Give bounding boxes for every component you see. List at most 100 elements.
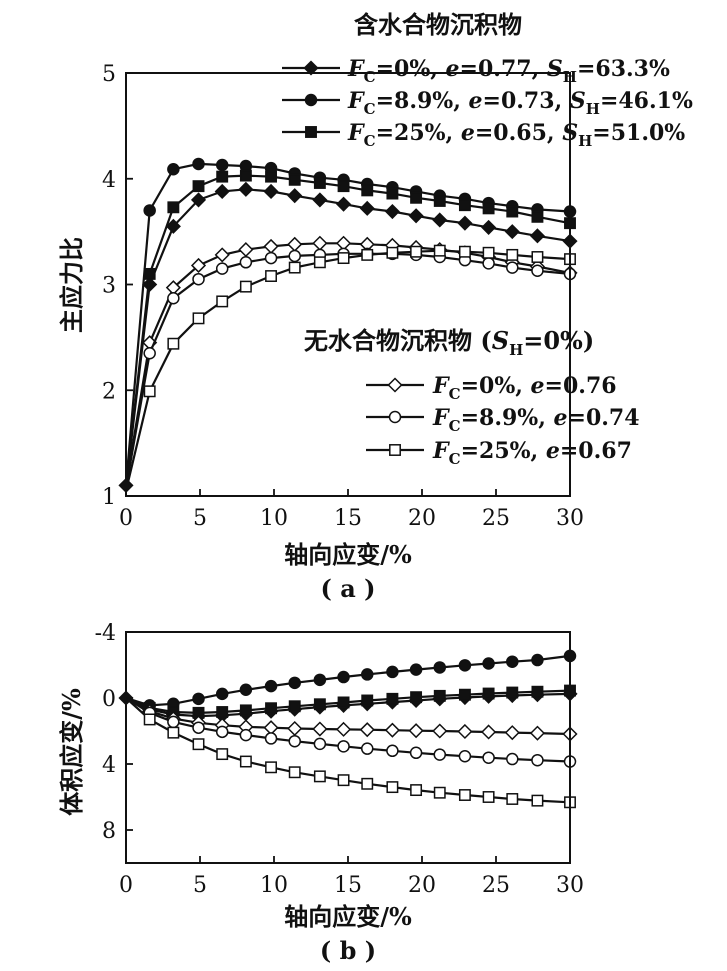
panel-a-x-tick-label: 20 [408,506,436,531]
panel-b-x-tick-label: 20 [408,873,436,898]
panel-a-legend-no-hydrate: 无水合物沉积物 (SH=0%) FC=0%, e=0.76 FC=8.9%, e… [304,326,640,468]
panel-a-series-2-point [192,157,205,171]
panel-a-series-6-point [239,280,252,293]
panel-b-series-5-point [192,721,205,734]
legend-key-4 [366,377,424,393]
panel-a-x-tick-label: 5 [193,506,207,531]
panel-a-series-5-point [215,262,229,275]
panel-b-series-5-point [337,740,350,753]
panel-a-series-1-point [504,224,520,240]
panel-b-series-2-point [409,663,423,676]
panel-a-series-3-point [216,170,229,183]
panel-b-x-tick-label: 25 [482,873,510,898]
panel-b-series-layer [118,649,578,809]
panel-b-series-5-point [215,725,229,739]
panel-a-x-tick-label: 15 [334,506,362,531]
panel-a-series-6-point [167,337,180,350]
legend-key-2 [282,93,340,107]
legend-entry-4: FC=0%, e=0.76 [432,373,617,403]
legend-key-4-marker [387,377,403,393]
panel-a-series-3-point [313,177,326,189]
panel-b-series-3-point [386,692,399,705]
legend-key-layer-hydrate [282,60,340,138]
panel-a-x-tick-label: 0 [119,506,133,531]
panel-b-x-tick-label: 0 [119,873,133,898]
panel-b-series-6-point [361,777,374,790]
legend-entry-3: FC=25%, e=0.65, SH=51.0% [347,120,685,150]
panel-a-series-3-point [239,169,252,182]
panel-b-series-6-point [288,766,301,779]
panel-a-series-3-point [482,202,495,215]
panel-a-series-6-point [337,252,350,265]
panel-b-series-3-point [313,698,326,711]
panel-a-series-3-point [458,199,471,212]
panel-b-x-axis-label: 轴向应变/% [284,902,412,931]
panel-b-y-tick-label: 8 [102,819,116,844]
panel-a-legend-hydrate: 含水合物沉积物 FC=0%, e=0.77, SH=63.3% FC=8.9%,… [282,10,693,150]
panel-b-y-axis-label: 体积应变/% [57,688,86,816]
panel-b-series-4-point [457,723,473,740]
panel-a-series-5-point [288,249,301,263]
panel-a-series-1-point [142,276,158,293]
panel-a-series-1-point [312,192,328,208]
panel-b-y-ticks: -4 0 4 8 [95,621,133,844]
panel-b-series-6-point [167,726,180,739]
panel-a-series-3-point [143,267,156,280]
panel-b-series-4-point [312,721,328,737]
panel-a-series-6-point [361,248,374,261]
panel-a-series-3-point [337,180,350,193]
panel-a-series-3-point [531,210,544,223]
panel-b-series-4-point [384,722,400,738]
panel-a-series-1-point [335,196,352,212]
panel-b-series-6-point [458,789,471,801]
panel-b-y-tick-label: -4 [95,621,116,646]
panel-a-series-5-point [506,261,519,274]
panel-b-series-3-point [216,706,229,718]
panel-b-series-4-point [335,721,352,737]
panel-b-series-2-point [482,657,495,670]
panel-b-series-5-point [239,728,253,742]
panel-b-series-3-point [458,688,471,701]
panel-a-series-5-point [264,251,278,265]
legend-key-1-marker [303,60,319,76]
panel-a-series-5-point [531,264,544,278]
panel-a-series-1-point [238,181,254,197]
panel-b-series-6-point [386,781,399,794]
panel-b-series-2-point [386,665,399,679]
panel-b-x-tick-label: 15 [334,873,362,898]
panel-a-y-tick-label: 1 [102,485,116,510]
panel-b-series-6-point [143,713,156,726]
panel-a-series-4-point [214,247,230,263]
panel-b-series-5-point [313,737,327,751]
panel-a-y-ticks: 1 2 3 4 5 [102,62,133,510]
panel-b-series-2-point [239,683,253,696]
panel-b-series-4-point [432,723,448,739]
panel-a-series-layer [118,157,578,493]
panel-a-x-axis-label: 轴向应变/% [284,540,412,569]
panel-a-series-6-point [143,385,156,398]
panel-b-series-3-point [433,689,446,702]
panel-b-chart: 0 5 10 15 20 25 30 -4 0 4 8 轴向应变/% 体积应变/% ( b ) [57,621,584,965]
panel-a-series-2-point [167,162,180,176]
panel-a-x-tick-label: 25 [482,506,510,531]
panel-b-x-ticks: 0 5 10 15 20 25 30 [119,856,584,898]
panel-b-series-4-point [481,724,497,740]
panel-b-series-6-point [313,770,326,783]
legend-title-hydrate: 含水合物沉积物 [354,10,522,39]
panel-a-series-1-point [384,203,400,220]
panel-a-series-4-point [238,242,254,258]
panel-a-series-5-point [167,291,180,305]
panel-a-series-3-point [288,173,301,186]
panel-b-series-5-point [386,744,399,758]
panel-b-series-2-point [215,687,229,701]
panel-a-series-3-point [386,187,399,200]
panel-a-series-1-point [359,200,375,216]
legend-key-1 [282,60,340,76]
panel-b-series-2-point [192,692,205,706]
panel-a-series-1-point [481,219,497,235]
panel-b-series-2-point [433,661,447,674]
panel-b-series-6-point [531,794,544,807]
panel-a-series-4-point [263,238,279,254]
panel-a-series-6-point [265,270,277,282]
panel-b-series-3-point [482,687,495,700]
